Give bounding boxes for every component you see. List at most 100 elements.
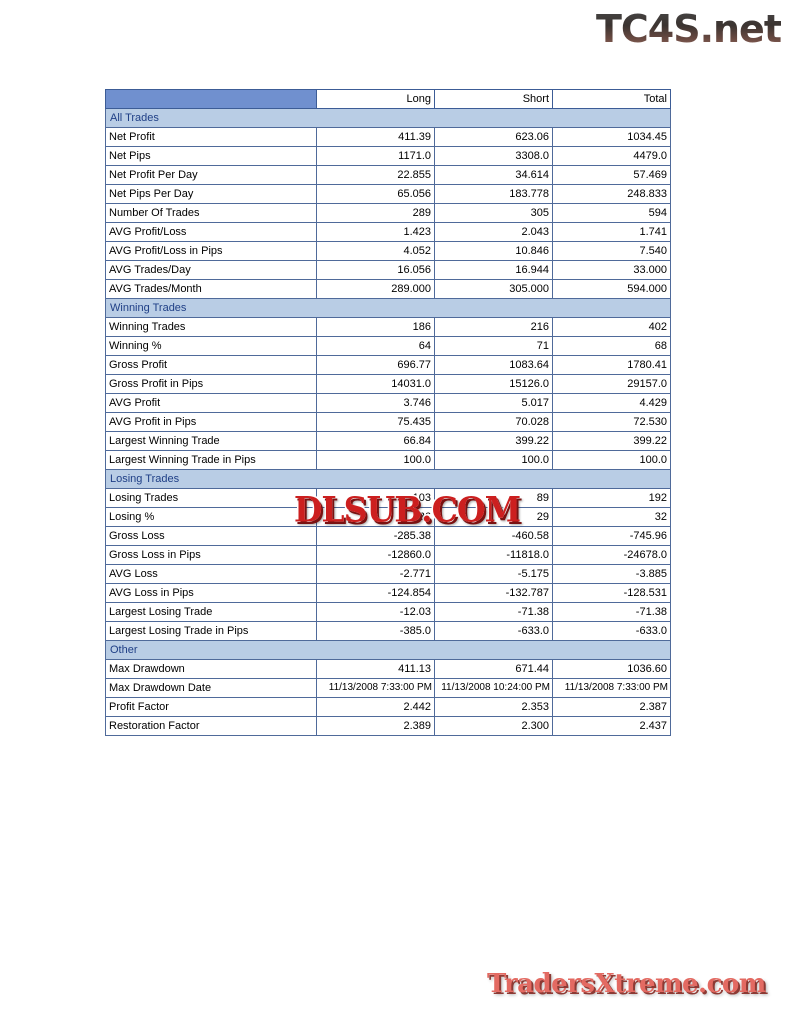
section-title: Losing Trades (105, 469, 671, 489)
metric-label: AVG Loss in Pips (105, 583, 317, 603)
section-header-row: Other (105, 640, 671, 660)
metric-value-total: 2.387 (552, 697, 671, 717)
metric-value-total: 57.469 (552, 165, 671, 185)
table-row: Max Drawdown Date 11/13/2008 7:33:00 PM 11… (105, 678, 671, 698)
table-row: Largest Losing Trade in Pips -385.0 -633.0… (105, 621, 671, 641)
metric-value-total: 68 (552, 336, 671, 356)
metric-value-short: -460.58 (434, 526, 553, 546)
metric-value-short: 100.0 (434, 450, 553, 470)
metric-label: Largest Losing Trade in Pips (105, 621, 317, 641)
metric-value-short: 29 (434, 507, 553, 527)
metric-value-total: 1034.45 (552, 127, 671, 147)
performance-report-table: Long Short Total All Trades Net Profit 411.39… (105, 89, 671, 736)
metric-value-long: 64 (316, 336, 435, 356)
table-row: Winning % 64 71 68 (105, 336, 671, 356)
metric-value-long: 1171.0 (316, 146, 435, 166)
table-row: AVG Profit/Loss 1.423 2.043 1.741 (105, 222, 671, 242)
table-row: Largest Winning Trade in Pips 100.0 100.0 1… (105, 450, 671, 470)
table-row: Losing % 36 29 32 (105, 507, 671, 527)
metric-value-short: 3308.0 (434, 146, 553, 166)
metric-value-short: 183.778 (434, 184, 553, 204)
metric-value-short: 2.300 (434, 716, 553, 736)
metric-value-long: -2.771 (316, 564, 435, 584)
metric-value-long: 103 (316, 488, 435, 508)
metric-value-total: 72.530 (552, 412, 671, 432)
metric-value-short: 70.028 (434, 412, 553, 432)
table-row: Largest Losing Trade -12.03 -71.38 -71.38 (105, 602, 671, 622)
metric-value-short: 1083.64 (434, 355, 553, 375)
table-corner-cell (105, 89, 317, 109)
metric-value-long: 4.052 (316, 241, 435, 261)
metric-label: AVG Profit/Loss in Pips (105, 241, 317, 261)
table-row: Restoration Factor 2.389 2.300 2.437 (105, 716, 671, 736)
table-row: Losing Trades 103 89 192 (105, 488, 671, 508)
metric-value-long: 11/13/2008 7:33:00 PM (316, 678, 435, 698)
table-row: Gross Profit in Pips 14031.0 15126.0 29157.… (105, 374, 671, 394)
metric-value-long: 696.77 (316, 355, 435, 375)
metric-value-total: -24678.0 (552, 545, 671, 565)
metric-value-short: 623.06 (434, 127, 553, 147)
table-row: AVG Loss -2.771 -5.175 -3.885 (105, 564, 671, 584)
metric-value-total: -71.38 (552, 602, 671, 622)
metric-value-total: 4.429 (552, 393, 671, 413)
metric-label: Number Of Trades (105, 203, 317, 223)
table-row: Net Pips Per Day 65.056 183.778 248.833 (105, 184, 671, 204)
metric-label: Net Profit Per Day (105, 165, 317, 185)
metric-value-short: 671.44 (434, 659, 553, 679)
metric-label: Winning Trades (105, 317, 317, 337)
metric-label: Gross Profit (105, 355, 317, 375)
table-row: AVG Profit/Loss in Pips 4.052 10.846 7.540 (105, 241, 671, 261)
metric-value-short: 11/13/2008 10:24:00 PM (434, 678, 553, 698)
metric-value-long: 65.056 (316, 184, 435, 204)
metric-value-total: 32 (552, 507, 671, 527)
table-row: AVG Loss in Pips -124.854 -132.787 -128.531 (105, 583, 671, 603)
metric-label: AVG Profit in Pips (105, 412, 317, 432)
metric-value-short: 5.017 (434, 393, 553, 413)
metric-value-long: 411.13 (316, 659, 435, 679)
metric-value-long: 186 (316, 317, 435, 337)
metric-value-long: 14031.0 (316, 374, 435, 394)
metric-value-short: 34.614 (434, 165, 553, 185)
metric-value-short: -11818.0 (434, 545, 553, 565)
metric-value-long: -12860.0 (316, 545, 435, 565)
table-row: Net Profit Per Day 22.855 34.614 57.469 (105, 165, 671, 185)
metric-value-long: 22.855 (316, 165, 435, 185)
metric-label: Max Drawdown Date (105, 678, 317, 698)
metric-value-total: 594 (552, 203, 671, 223)
metric-value-total: 4479.0 (552, 146, 671, 166)
performance-report: Long Short Total All Trades Net Profit 411.39… (105, 89, 671, 736)
metric-value-long: 75.435 (316, 412, 435, 432)
metric-value-total: 7.540 (552, 241, 671, 261)
metric-value-long: -12.03 (316, 602, 435, 622)
table-row: AVG Profit 3.746 5.017 4.429 (105, 393, 671, 413)
table-row: Net Profit 411.39 623.06 1034.45 (105, 127, 671, 147)
metric-label: Net Pips (105, 146, 317, 166)
table-row: Number Of Trades 289 305 594 (105, 203, 671, 223)
table-row: AVG Trades/Day 16.056 16.944 33.000 (105, 260, 671, 280)
metric-value-long: 100.0 (316, 450, 435, 470)
metric-label: Gross Loss (105, 526, 317, 546)
metric-value-long: 3.746 (316, 393, 435, 413)
metric-value-total: 402 (552, 317, 671, 337)
metric-value-short: 89 (434, 488, 553, 508)
metric-value-total: 192 (552, 488, 671, 508)
metric-value-total: 594.000 (552, 279, 671, 299)
section-header-row: Losing Trades (105, 469, 671, 489)
metric-label: Net Pips Per Day (105, 184, 317, 204)
metric-label: Winning % (105, 336, 317, 356)
metric-value-total: -745.96 (552, 526, 671, 546)
metric-value-long: -385.0 (316, 621, 435, 641)
metric-label: AVG Trades/Month (105, 279, 317, 299)
metric-value-total: 2.437 (552, 716, 671, 736)
metric-label: AVG Profit (105, 393, 317, 413)
metric-label: Losing Trades (105, 488, 317, 508)
metric-value-total: 399.22 (552, 431, 671, 451)
section-header-row: Winning Trades (105, 298, 671, 318)
table-row: Gross Profit 696.77 1083.64 1780.41 (105, 355, 671, 375)
metric-value-long: 2.442 (316, 697, 435, 717)
metric-label: Max Drawdown (105, 659, 317, 679)
metric-value-short: 71 (434, 336, 553, 356)
section-header-row: All Trades (105, 108, 671, 128)
metric-label: AVG Trades/Day (105, 260, 317, 280)
metric-value-short: 2.043 (434, 222, 553, 242)
